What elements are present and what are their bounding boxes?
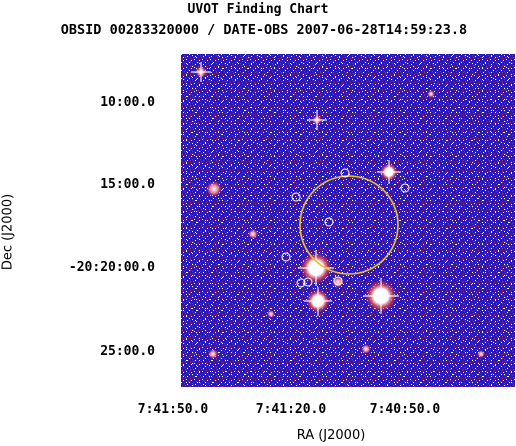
- dec-tick-label: -20:20:00.0: [68, 260, 155, 275]
- catalog-marker: [340, 168, 350, 178]
- star: [361, 344, 371, 354]
- diffraction-spikes: [191, 62, 401, 316]
- source-region-circle: [299, 175, 399, 275]
- ra-tick-label: 7:40:50.0: [369, 402, 441, 417]
- sky-image-canvas: [181, 54, 515, 387]
- catalog-marker: [281, 252, 291, 262]
- y-axis-label: Dec (J2000): [0, 193, 16, 271]
- catalog-marker: [400, 183, 410, 193]
- star: [267, 310, 275, 318]
- catalog-marker: [291, 192, 301, 202]
- star: [208, 349, 218, 359]
- chart-title: UVOT Finding Chart: [187, 2, 329, 17]
- sky-image: [181, 54, 515, 387]
- catalog-markers: [281, 168, 410, 288]
- star: [477, 350, 485, 358]
- catalog-marker: [333, 276, 343, 286]
- dec-tick-label: 10:00.0: [100, 95, 155, 110]
- star: [332, 276, 344, 288]
- x-axis-label: RA (J2000): [296, 428, 366, 443]
- dec-tick-label: 15:00.0: [100, 177, 155, 192]
- star: [248, 229, 258, 239]
- dec-tick-label: 25:00.0: [100, 344, 155, 359]
- catalog-marker: [324, 217, 334, 227]
- chart-subtitle: OBSID 00283320000 / DATE-OBS 2007-06-28T…: [60, 22, 468, 38]
- ra-tick-label: 7:41:20.0: [255, 402, 327, 417]
- catalog-marker: [303, 277, 313, 287]
- catalog-marker: [296, 278, 306, 288]
- star: [206, 181, 222, 197]
- ra-tick-label: 7:41:50.0: [137, 402, 209, 417]
- star: [427, 90, 435, 98]
